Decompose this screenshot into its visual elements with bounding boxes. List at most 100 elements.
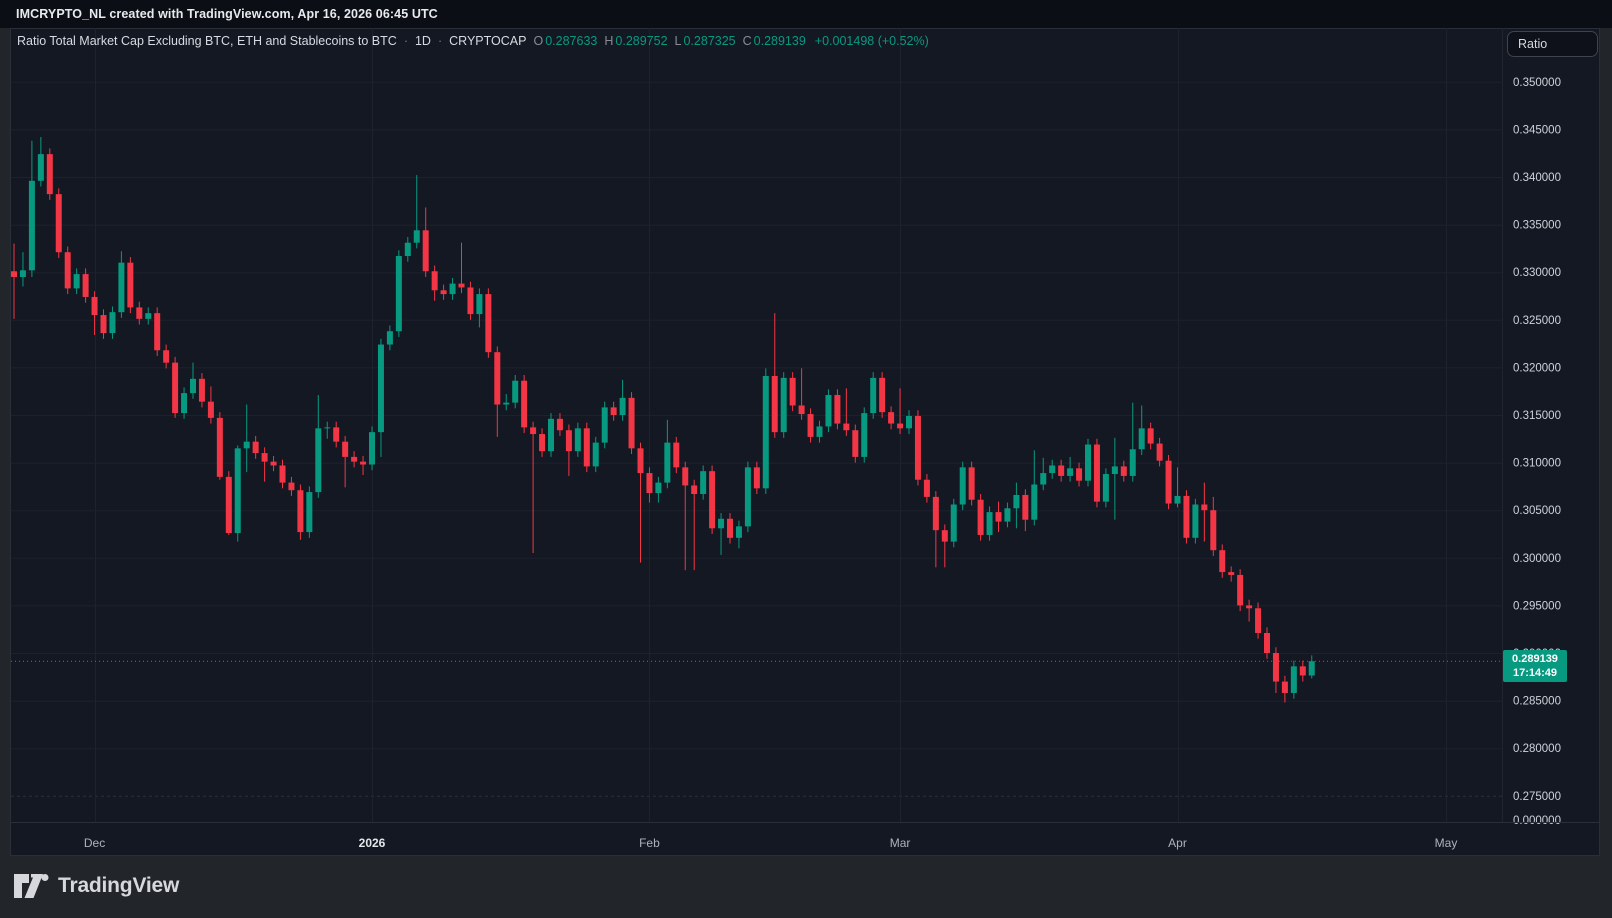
candle xyxy=(37,154,44,181)
legend-separator: · xyxy=(437,34,443,48)
candle xyxy=(395,256,402,332)
candle xyxy=(646,473,653,494)
candle xyxy=(762,375,769,489)
candle xyxy=(494,352,501,405)
candle xyxy=(727,518,733,538)
candle xyxy=(64,252,71,289)
candle-wick xyxy=(461,242,462,294)
price-scale-area[interactable] xyxy=(1502,28,1599,822)
candle-wick xyxy=(22,252,24,287)
candle xyxy=(377,344,384,433)
candle-wick xyxy=(532,421,534,554)
candle xyxy=(1272,653,1279,682)
candle xyxy=(1308,661,1315,676)
price-axis-label: 0.315000 xyxy=(1513,410,1561,422)
chart-frame xyxy=(10,28,1600,856)
candle xyxy=(1174,495,1181,504)
candle-wick xyxy=(1132,402,1134,482)
candle xyxy=(351,456,358,462)
exchange-label: CRYPTOCAP xyxy=(449,34,527,48)
time-axis-label: 2026 xyxy=(359,836,386,850)
candle xyxy=(1031,484,1038,520)
candle-wick xyxy=(416,175,418,249)
candle xyxy=(897,423,904,429)
candle xyxy=(270,461,277,466)
candle xyxy=(1004,508,1011,522)
candle xyxy=(109,312,116,334)
candle-wick xyxy=(1248,599,1250,622)
candle xyxy=(11,271,17,277)
candle xyxy=(771,375,778,433)
symbol-title[interactable]: Ratio Total Market Cap Excluding BTC, ET… xyxy=(17,34,397,48)
candle xyxy=(431,271,438,291)
candle xyxy=(154,313,161,351)
candle xyxy=(82,274,89,297)
candle xyxy=(1147,428,1154,444)
price-axis-label: 0.340000 xyxy=(1513,172,1561,184)
candle xyxy=(834,395,841,424)
candle xyxy=(789,377,796,406)
tradingview-brand-text: TradingView xyxy=(58,874,180,897)
candle xyxy=(565,430,572,452)
candle xyxy=(995,512,1002,522)
candle xyxy=(959,467,966,505)
candle xyxy=(55,194,62,253)
candle-wick xyxy=(1203,482,1205,542)
price-axis-label: 0.310000 xyxy=(1513,458,1561,470)
price-axis-label: 0.285000 xyxy=(1513,696,1561,708)
price-axis-label: 0.300000 xyxy=(1513,553,1561,565)
candle xyxy=(28,180,35,271)
price-axis-label: 0.320000 xyxy=(1513,362,1561,374)
candle xyxy=(279,465,286,483)
candle-wick xyxy=(1177,467,1178,508)
candle xyxy=(825,395,832,427)
candle xyxy=(234,448,241,534)
price-scale-mode-button[interactable]: Ratio xyxy=(1507,31,1598,57)
candle xyxy=(744,467,751,527)
candle-wick xyxy=(264,447,266,482)
time-scale-area[interactable] xyxy=(11,822,1599,855)
candle xyxy=(852,430,859,457)
candle xyxy=(691,485,698,495)
chart-pane[interactable] xyxy=(11,28,1502,822)
candle xyxy=(530,427,537,435)
candle xyxy=(655,482,662,494)
candle xyxy=(73,274,80,289)
candle xyxy=(1290,666,1297,693)
candle-wick xyxy=(344,435,346,488)
last-price-badge[interactable]: 0.289139 17:14:49 xyxy=(1503,650,1567,683)
candle xyxy=(798,405,805,415)
tradingview-watermark[interactable]: TradingView xyxy=(13,872,179,900)
candle xyxy=(923,479,930,497)
candle xyxy=(539,434,546,452)
candle xyxy=(1264,633,1270,653)
candle xyxy=(333,427,340,442)
candle xyxy=(1058,465,1065,476)
time-axis-label: Mar xyxy=(890,836,911,850)
bar-countdown: 17:14:49 xyxy=(1512,667,1558,680)
candle xyxy=(46,154,53,195)
ohlc-close: C 0.289139 xyxy=(742,34,806,48)
candle xyxy=(619,397,626,415)
candle xyxy=(261,453,268,462)
candle xyxy=(467,287,474,315)
candle xyxy=(780,377,787,433)
candle xyxy=(190,378,196,394)
candle xyxy=(118,262,125,313)
candle xyxy=(449,283,456,295)
candle xyxy=(1165,460,1172,504)
candle xyxy=(1228,572,1235,575)
price-axis-label: 0.330000 xyxy=(1513,267,1561,279)
candle xyxy=(986,512,993,535)
candle-wick xyxy=(720,513,722,555)
candle xyxy=(1013,494,1020,509)
candle xyxy=(1210,510,1217,551)
candle xyxy=(198,378,205,402)
time-axis-label: Dec xyxy=(84,836,105,850)
candle xyxy=(1102,474,1109,502)
candle xyxy=(1049,465,1056,474)
candle xyxy=(1156,443,1163,461)
candle xyxy=(1067,468,1074,476)
interval-label[interactable]: 1D xyxy=(414,34,431,48)
ohlc-high: H 0.289752 xyxy=(604,34,668,48)
